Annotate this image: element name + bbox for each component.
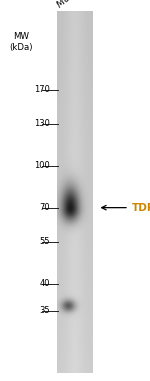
Text: 130: 130 (34, 119, 50, 128)
Text: 55: 55 (40, 237, 50, 247)
Text: Mouse testis: Mouse testis (55, 0, 107, 10)
Text: 35: 35 (40, 306, 50, 315)
Text: MW
(kDa): MW (kDa) (9, 32, 33, 52)
Text: 40: 40 (40, 279, 50, 288)
Text: TDRkH: TDRkH (132, 203, 150, 213)
Text: 100: 100 (34, 161, 50, 170)
Text: 70: 70 (40, 203, 50, 212)
Text: 170: 170 (34, 85, 50, 94)
